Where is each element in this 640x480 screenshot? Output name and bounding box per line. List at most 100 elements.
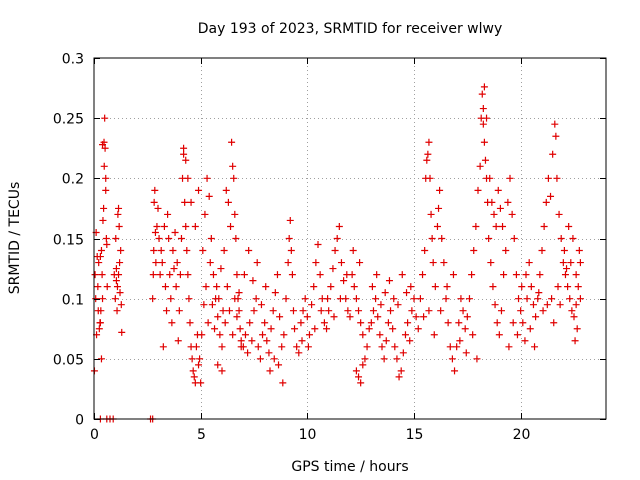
data-point (237, 337, 245, 345)
y-tick-label: 0.15 (53, 233, 84, 249)
data-point (249, 277, 257, 285)
data-point (344, 307, 352, 315)
data-point (233, 271, 241, 279)
data-point (544, 174, 552, 182)
data-point (330, 313, 338, 321)
x-tick-label: 5 (197, 427, 206, 443)
data-point (470, 247, 478, 255)
data-point (407, 283, 415, 291)
data-point (211, 325, 219, 333)
data-point (555, 210, 563, 218)
data-point (435, 204, 443, 212)
data-point (566, 295, 574, 303)
data-point (248, 337, 256, 345)
data-point (112, 265, 120, 273)
data-point (363, 343, 371, 351)
data-point (191, 222, 199, 230)
data-point (301, 295, 309, 303)
data-point (384, 319, 392, 327)
data-point (337, 259, 345, 267)
data-point (220, 247, 228, 255)
data-point (488, 198, 496, 206)
data-point (497, 307, 505, 315)
data-point (378, 343, 386, 351)
data-point (390, 295, 398, 303)
data-point (168, 319, 176, 327)
data-point (159, 343, 167, 351)
data-point (103, 241, 111, 249)
data-point (576, 259, 584, 267)
data-point (394, 301, 402, 309)
data-point (101, 144, 109, 152)
data-point (329, 265, 337, 273)
data-point (538, 247, 546, 255)
data-point (547, 192, 555, 200)
data-point (241, 331, 249, 339)
data-point (426, 174, 434, 182)
data-point (102, 186, 110, 194)
data-point (456, 337, 464, 345)
data-point (518, 283, 526, 291)
data-point (569, 235, 577, 242)
data-point (202, 283, 210, 291)
data-point (519, 319, 527, 327)
data-point (228, 138, 236, 146)
data-point (206, 259, 214, 267)
data-point (480, 138, 488, 146)
data-point (565, 222, 573, 230)
data-point (496, 204, 504, 212)
data-point (92, 295, 100, 303)
data-point (271, 289, 279, 297)
data-point (94, 283, 102, 291)
data-point (423, 156, 431, 164)
data-point (356, 259, 364, 267)
data-point (401, 331, 409, 339)
grid-lines (94, 58, 606, 419)
data-point (254, 343, 262, 351)
data-point (532, 313, 540, 321)
data-point (182, 156, 190, 164)
data-point (324, 295, 332, 303)
data-point (270, 355, 278, 363)
data-point (570, 313, 578, 321)
data-point (117, 301, 125, 309)
data-point (457, 295, 465, 303)
data-point (350, 283, 358, 291)
data-point (424, 150, 432, 158)
data-point (204, 319, 212, 327)
data-point (160, 222, 168, 230)
data-point (572, 271, 580, 279)
data-point (304, 343, 312, 351)
data-point (367, 319, 375, 327)
data-point (485, 235, 493, 242)
data-point (222, 186, 230, 194)
data-point (115, 222, 123, 230)
data-point (451, 367, 459, 375)
data-point (244, 349, 252, 357)
data-point (263, 337, 271, 345)
data-point (346, 313, 354, 321)
data-point (150, 247, 158, 255)
y-tick-label: 0.25 (53, 112, 84, 128)
data-point (442, 295, 450, 303)
data-point (112, 277, 120, 285)
data-point (333, 235, 341, 242)
data-point (208, 301, 216, 309)
data-point (262, 283, 270, 291)
data-point (97, 247, 105, 255)
data-point (573, 325, 581, 333)
data-point (199, 247, 207, 255)
data-point (480, 83, 488, 91)
data-point (527, 283, 535, 291)
data-point (287, 247, 295, 255)
data-point (172, 283, 180, 291)
data-point (361, 355, 369, 363)
data-point (550, 319, 558, 327)
data-point (414, 325, 422, 333)
data-point (500, 271, 508, 279)
data-point (490, 210, 498, 218)
data-point (187, 198, 195, 206)
data-point (308, 301, 316, 309)
data-point (235, 289, 243, 297)
data-point (521, 337, 529, 345)
